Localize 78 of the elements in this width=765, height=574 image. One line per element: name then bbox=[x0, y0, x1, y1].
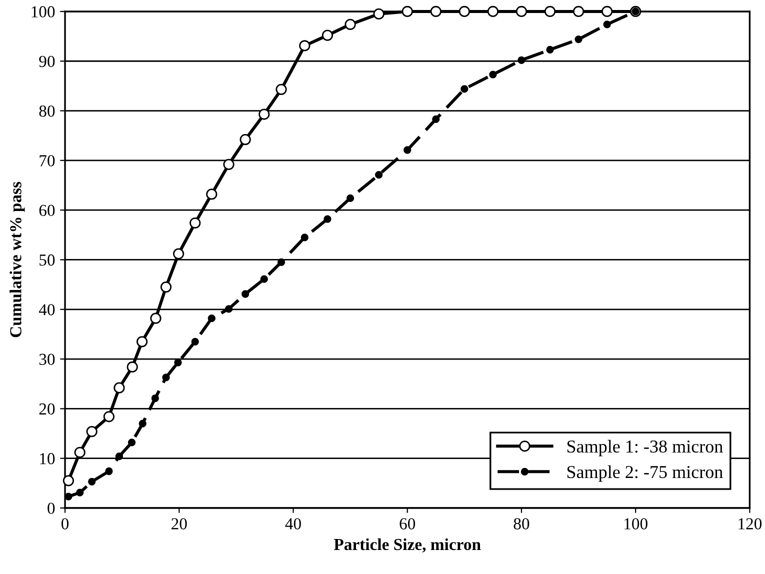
y-tick-label: 10 bbox=[40, 453, 55, 464]
point bbox=[460, 85, 468, 93]
point bbox=[516, 6, 528, 18]
y-tick-label: 70 bbox=[40, 155, 55, 166]
point bbox=[574, 35, 582, 44]
point bbox=[276, 84, 287, 95]
point bbox=[74, 446, 86, 458]
point bbox=[64, 492, 72, 500]
point bbox=[373, 8, 384, 20]
point bbox=[190, 217, 201, 229]
point bbox=[88, 478, 96, 486]
y-tick-label: 60 bbox=[39, 204, 55, 216]
point bbox=[432, 115, 440, 124]
point bbox=[62, 475, 74, 486]
y-tick-label: 40 bbox=[38, 304, 55, 316]
point bbox=[489, 70, 497, 78]
point bbox=[76, 488, 84, 496]
y-tick-label: 100 bbox=[32, 6, 55, 18]
point bbox=[258, 108, 270, 120]
point bbox=[324, 215, 332, 223]
point bbox=[299, 40, 310, 52]
point bbox=[208, 314, 216, 322]
point bbox=[300, 234, 308, 242]
point bbox=[458, 6, 470, 18]
x-tick-label: 60 bbox=[400, 518, 416, 530]
point bbox=[375, 171, 383, 179]
point bbox=[174, 358, 182, 366]
y-tick-label: 20 bbox=[39, 403, 55, 415]
point bbox=[404, 146, 412, 154]
point bbox=[138, 420, 146, 428]
point bbox=[151, 394, 159, 402]
point bbox=[128, 438, 136, 446]
y-axis-title: Cumulative wt% pass bbox=[10, 182, 25, 338]
x-tick-label: 80 bbox=[514, 518, 530, 530]
x-tick-label: 120 bbox=[738, 518, 762, 530]
point bbox=[86, 426, 98, 438]
point bbox=[518, 56, 526, 64]
point bbox=[114, 382, 125, 394]
legend-label: Sample 2: -75 micron bbox=[567, 465, 723, 482]
point bbox=[223, 158, 234, 170]
point bbox=[546, 46, 554, 54]
y-tick-label: 30 bbox=[39, 354, 55, 365]
point bbox=[544, 6, 556, 18]
point bbox=[103, 411, 115, 422]
x-tick-label: 20 bbox=[172, 518, 187, 530]
point bbox=[277, 258, 286, 266]
point bbox=[191, 338, 199, 346]
y-tick-label: 90 bbox=[39, 56, 55, 68]
point bbox=[105, 467, 113, 476]
point bbox=[126, 361, 138, 373]
x-tick-label: 100 bbox=[624, 518, 648, 530]
y-tick-label: 50 bbox=[40, 254, 55, 266]
point bbox=[430, 6, 442, 18]
point bbox=[162, 374, 170, 382]
point bbox=[240, 134, 251, 146]
legend-label: Sample 1: -38 micron bbox=[567, 440, 723, 456]
point bbox=[160, 281, 172, 293]
point bbox=[242, 290, 250, 298]
x-tick-label: 40 bbox=[285, 518, 301, 530]
point bbox=[572, 6, 584, 18]
y-tick-label: 80 bbox=[39, 105, 55, 117]
point bbox=[322, 30, 334, 41]
x-axis-title: Particle Size, micron bbox=[334, 538, 481, 553]
point bbox=[206, 188, 218, 200]
point bbox=[602, 6, 613, 18]
point bbox=[603, 20, 611, 28]
point bbox=[344, 18, 356, 30]
point bbox=[115, 452, 124, 460]
point bbox=[224, 305, 233, 313]
point bbox=[260, 275, 268, 283]
point bbox=[402, 6, 413, 18]
point bbox=[136, 336, 148, 348]
x-tick-label: 0 bbox=[61, 518, 69, 530]
point bbox=[487, 6, 499, 18]
point bbox=[173, 248, 184, 260]
point bbox=[150, 312, 162, 324]
y-tick-label: 0 bbox=[48, 502, 55, 514]
point bbox=[346, 194, 354, 202]
